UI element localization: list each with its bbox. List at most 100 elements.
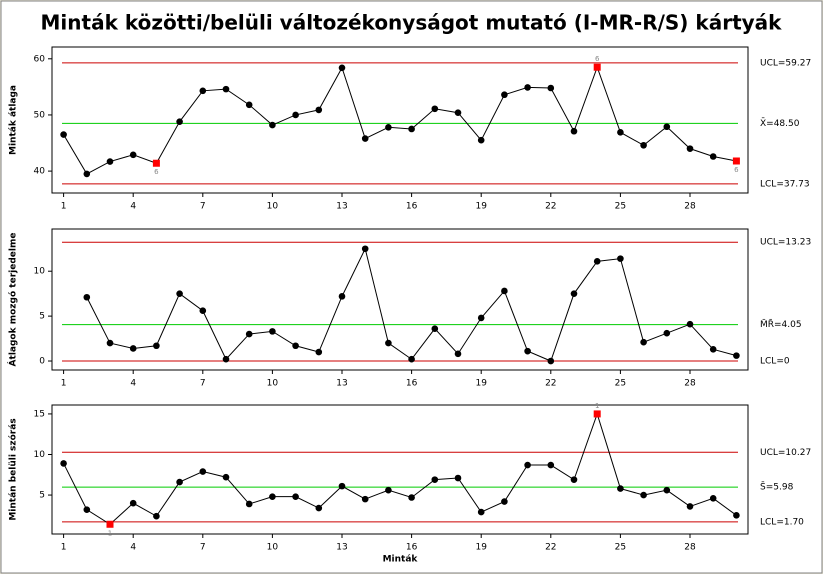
plot-frame <box>51 46 749 194</box>
point <box>315 106 323 114</box>
point <box>106 339 114 347</box>
y-axis-label: Minták átlaga <box>9 85 19 155</box>
x-tick-label: 7 <box>200 202 206 212</box>
y-tick-label: 5 <box>39 312 45 322</box>
point <box>617 129 624 136</box>
control-line-label: LCL=0 <box>760 357 790 367</box>
y-tick-label: 0 <box>39 357 45 367</box>
point <box>222 355 230 363</box>
point <box>570 476 578 483</box>
point <box>83 170 91 178</box>
point <box>176 118 183 125</box>
point <box>524 84 531 91</box>
control-line-label: UCL=13.23 <box>760 238 811 248</box>
x-tick-label: 13 <box>336 543 347 553</box>
point <box>431 476 439 483</box>
y-tick-label: 60 <box>34 54 46 64</box>
point <box>431 325 439 332</box>
point <box>640 491 647 499</box>
x-tick-label: 7 <box>200 543 206 553</box>
point <box>686 320 694 328</box>
point <box>686 145 694 152</box>
point <box>269 493 276 500</box>
flagged-point <box>106 520 114 528</box>
point <box>269 121 276 129</box>
point <box>501 498 508 505</box>
point <box>361 245 369 253</box>
x-tick-label: 4 <box>130 379 136 389</box>
x-tick-label: 28 <box>684 543 696 553</box>
point <box>617 255 624 262</box>
point <box>733 352 740 359</box>
point <box>477 136 485 144</box>
flagged-point <box>593 63 601 71</box>
point <box>709 153 717 160</box>
test-label: 6 <box>595 55 600 63</box>
point <box>269 328 276 335</box>
test-label: 6 <box>734 166 739 174</box>
x-tick-label: 10 <box>267 543 279 553</box>
x-tick-label: 19 <box>475 379 487 389</box>
y-tick-label: 15 <box>34 409 45 419</box>
series-line <box>63 65 737 175</box>
point <box>477 508 485 516</box>
point <box>547 461 555 469</box>
y-axis-label: Mintán belüli szórás <box>8 418 19 520</box>
point <box>501 91 508 99</box>
point <box>199 87 207 95</box>
control-line-label: LCL=37.73 <box>760 179 810 189</box>
point <box>686 503 694 510</box>
point <box>709 346 717 353</box>
x-tick-label: 1 <box>61 543 67 553</box>
point <box>570 290 578 297</box>
point <box>199 468 207 475</box>
flagged-point <box>152 159 160 167</box>
x-tick-label: 13 <box>336 379 347 389</box>
control-line-label: LCL=1.70 <box>760 517 804 527</box>
point <box>477 314 485 322</box>
point <box>640 141 647 149</box>
point <box>617 485 624 492</box>
point <box>292 342 299 350</box>
point <box>454 350 462 358</box>
control-line-label: S̄=5.98 <box>760 481 794 493</box>
point <box>547 84 555 92</box>
test-label: 6 <box>154 168 159 176</box>
point <box>338 293 346 300</box>
point <box>292 111 299 119</box>
point <box>245 101 253 109</box>
point <box>385 486 392 494</box>
point <box>361 135 369 142</box>
point <box>338 64 346 72</box>
x-tick-label: 25 <box>615 379 626 389</box>
control-line-label: M̄R̄=4.05 <box>760 319 802 331</box>
x-tick-label: 22 <box>545 202 556 212</box>
x-tick-label: 13 <box>336 202 347 212</box>
test-label: 1 <box>595 402 599 410</box>
x-axis-label: Minták <box>383 555 419 565</box>
point <box>408 355 415 363</box>
point <box>640 338 647 346</box>
point <box>153 342 160 350</box>
control-line-label: UCL=10.27 <box>760 448 811 458</box>
point <box>454 474 462 482</box>
point <box>176 290 183 297</box>
x-tick-label: 25 <box>615 543 626 553</box>
point <box>593 258 601 265</box>
x-tick-label: 22 <box>545 379 556 389</box>
point <box>60 131 67 138</box>
point <box>361 495 369 503</box>
point <box>338 482 346 490</box>
y-axis-label: Átlagok mozgó terjedelme <box>7 233 19 367</box>
point <box>315 348 323 356</box>
flagged-point <box>593 410 601 418</box>
y-tick-label: 10 <box>34 450 46 460</box>
x-tick-label: 22 <box>545 543 556 553</box>
x-tick-label: 1 <box>61 379 67 389</box>
point <box>245 500 253 508</box>
point <box>129 151 137 159</box>
point <box>454 109 462 116</box>
x-tick-label: 28 <box>684 202 696 212</box>
point <box>709 495 717 502</box>
